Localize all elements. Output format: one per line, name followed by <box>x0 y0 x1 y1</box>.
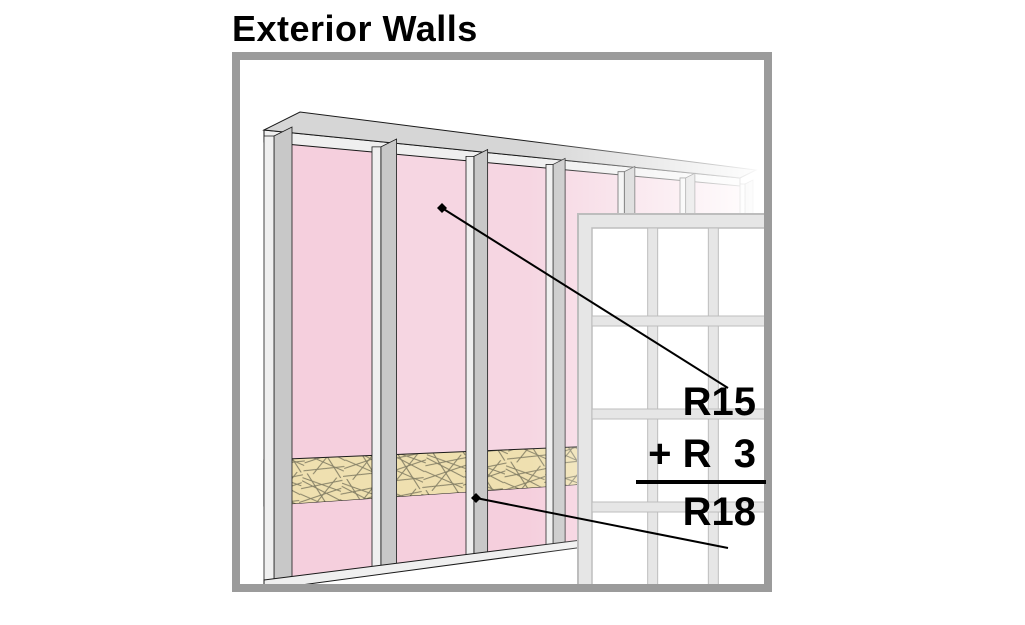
label-r18: R18 <box>0 490 756 535</box>
label-r3: + R 3 <box>0 432 756 477</box>
page-root: Exterior Walls R15 + R 3 R18 <box>0 0 1025 625</box>
label-sum-rule <box>636 480 766 484</box>
diagram-title: Exterior Walls <box>232 8 478 50</box>
label-r15: R15 <box>0 380 756 425</box>
